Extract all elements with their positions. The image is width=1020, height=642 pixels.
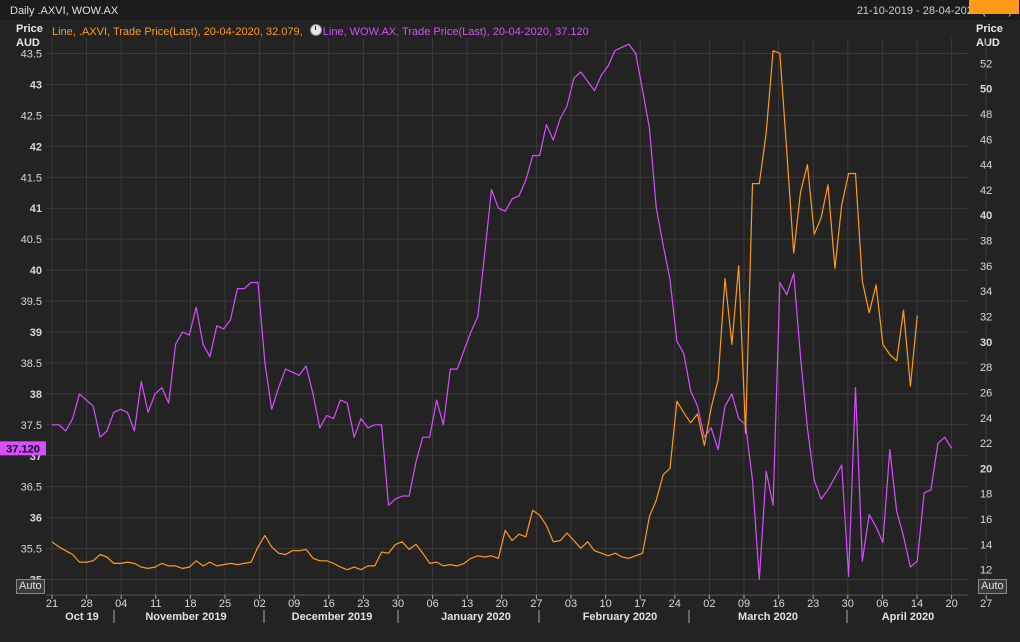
left-axis-unit: Price AUD: [16, 22, 43, 50]
x-tick-label: 30: [842, 598, 854, 610]
left-tick-label: 35.5: [21, 544, 42, 556]
x-tick-label: 23: [357, 598, 369, 610]
right-tick-label: 46: [980, 134, 992, 146]
x-tick-label: 14: [911, 598, 923, 610]
series-line-axvi: [51, 50, 918, 571]
right-tick-label: 30: [980, 337, 992, 349]
left-tick-label: 40: [30, 265, 42, 277]
legend-axvi[interactable]: Line, .AXVI, Trade Price(Last), 20-04-20…: [52, 26, 306, 38]
left-axis-label-price: Price: [16, 23, 43, 35]
right-axis-unit: Price AUD: [976, 22, 1003, 50]
right-tick-label: 48: [980, 109, 992, 121]
x-month-label: Oct 19: [65, 611, 99, 623]
left-tick-label: 36: [30, 513, 42, 525]
left-tick-label: 39: [30, 327, 42, 339]
left-tick-label: 41: [30, 203, 42, 215]
right-axis-label-aud: AUD: [976, 37, 1000, 49]
right-tick-label: 50: [980, 84, 992, 96]
left-tick-label: 40.5: [21, 234, 42, 246]
right-tick-label: 28: [980, 362, 992, 374]
legend-wow[interactable]: Line, WOW.AX, Trade Price(Last), 20-04-2…: [322, 26, 589, 38]
x-tick-label: 03: [565, 598, 577, 610]
auto-scale-right-button[interactable]: Auto: [978, 579, 1007, 594]
right-tick-label: 34: [980, 286, 992, 298]
x-tick-label: 18: [184, 598, 196, 610]
x-tick-label: 28: [80, 598, 92, 610]
x-tick-label: 13: [461, 598, 473, 610]
left-tick-label: 38: [30, 389, 42, 401]
right-tick-label: 16: [980, 514, 992, 526]
x-month-label: January 2020: [441, 611, 511, 623]
x-tick-label: 09: [738, 598, 750, 610]
right-axis-label-price: Price: [976, 23, 1003, 35]
right-tick-label: 24: [980, 413, 992, 425]
right-tick-label: 20: [980, 463, 992, 475]
x-tick-label: 27: [980, 598, 992, 610]
x-tick-label: 09: [288, 598, 300, 610]
x-tick-label: 10: [599, 598, 611, 610]
x-tick-label: 20: [496, 598, 508, 610]
x-tick-label: 20: [945, 598, 957, 610]
left-tick-label: 41.5: [21, 172, 42, 184]
right-tick-label: 12: [980, 565, 992, 577]
left-tick-label: 37.5: [21, 420, 42, 432]
right-tick-label: 14: [980, 539, 992, 551]
x-tick-label: 11: [150, 598, 161, 610]
x-tick-label: 21: [46, 598, 58, 610]
right-tick-label: 26: [980, 387, 992, 399]
last-value-axvi: 32.079: [977, 0, 1011, 3]
left-tick-label: 42: [30, 141, 42, 153]
x-tick-label: 23: [807, 598, 819, 610]
plot-area: [46, 38, 968, 595]
last-value-wow: 37.120: [6, 443, 40, 455]
x-tick-label: 06: [876, 598, 888, 610]
right-tick-label: 42: [980, 185, 992, 197]
x-month-label: April 2020: [882, 611, 935, 623]
x-tick-label: 30: [392, 598, 404, 610]
x-month-label: December 2019: [292, 611, 373, 623]
x-tick-label: 02: [703, 598, 715, 610]
x-tick-label: 06: [426, 598, 438, 610]
x-tick-label: 24: [669, 598, 681, 610]
right-tick-label: 22: [980, 438, 992, 450]
right-tick-label: 18: [980, 489, 992, 501]
left-axis-label-aud: AUD: [16, 37, 40, 49]
auto-scale-left-button[interactable]: Auto: [16, 579, 45, 594]
x-tick-label: 16: [323, 598, 335, 610]
chart-legend: Line, .AXVI, Trade Price(Last), 20-04-20…: [52, 24, 589, 38]
series-line-wow: [52, 43, 953, 581]
x-tick-label: 27: [530, 598, 542, 610]
right-tick-label: 38: [980, 236, 992, 248]
x-tick-label: 02: [253, 598, 265, 610]
x-tick-label: 25: [219, 598, 231, 610]
right-tick-label: 44: [980, 160, 992, 172]
x-tick-label: 04: [115, 598, 127, 610]
right-tick-label: 40: [980, 210, 992, 222]
x-month-label: March 2020: [738, 611, 798, 623]
left-tick-label: 39.5: [21, 296, 42, 308]
last-value-badge-axvi: [969, 0, 1019, 14]
x-tick-label: 17: [634, 598, 646, 610]
last-value-badge-wow: [0, 441, 46, 456]
left-tick-label: 36.5: [21, 482, 42, 494]
left-tick-label: 43.5: [21, 48, 42, 60]
x-tick-label: 16: [772, 598, 784, 610]
clock-icon: [309, 24, 322, 36]
right-tick-label: 52: [980, 58, 992, 70]
right-tick-label: 32: [980, 312, 992, 324]
left-tick-label: 42.5: [21, 110, 42, 122]
chart-title: Daily .AXVI, WOW.AX: [10, 5, 119, 17]
left-tick-label: 38.5: [21, 358, 42, 370]
right-tick-label: 36: [980, 261, 992, 273]
x-month-label: February 2020: [583, 611, 658, 623]
left-tick-label: 43: [30, 79, 42, 91]
x-month-label: November 2019: [145, 611, 226, 623]
